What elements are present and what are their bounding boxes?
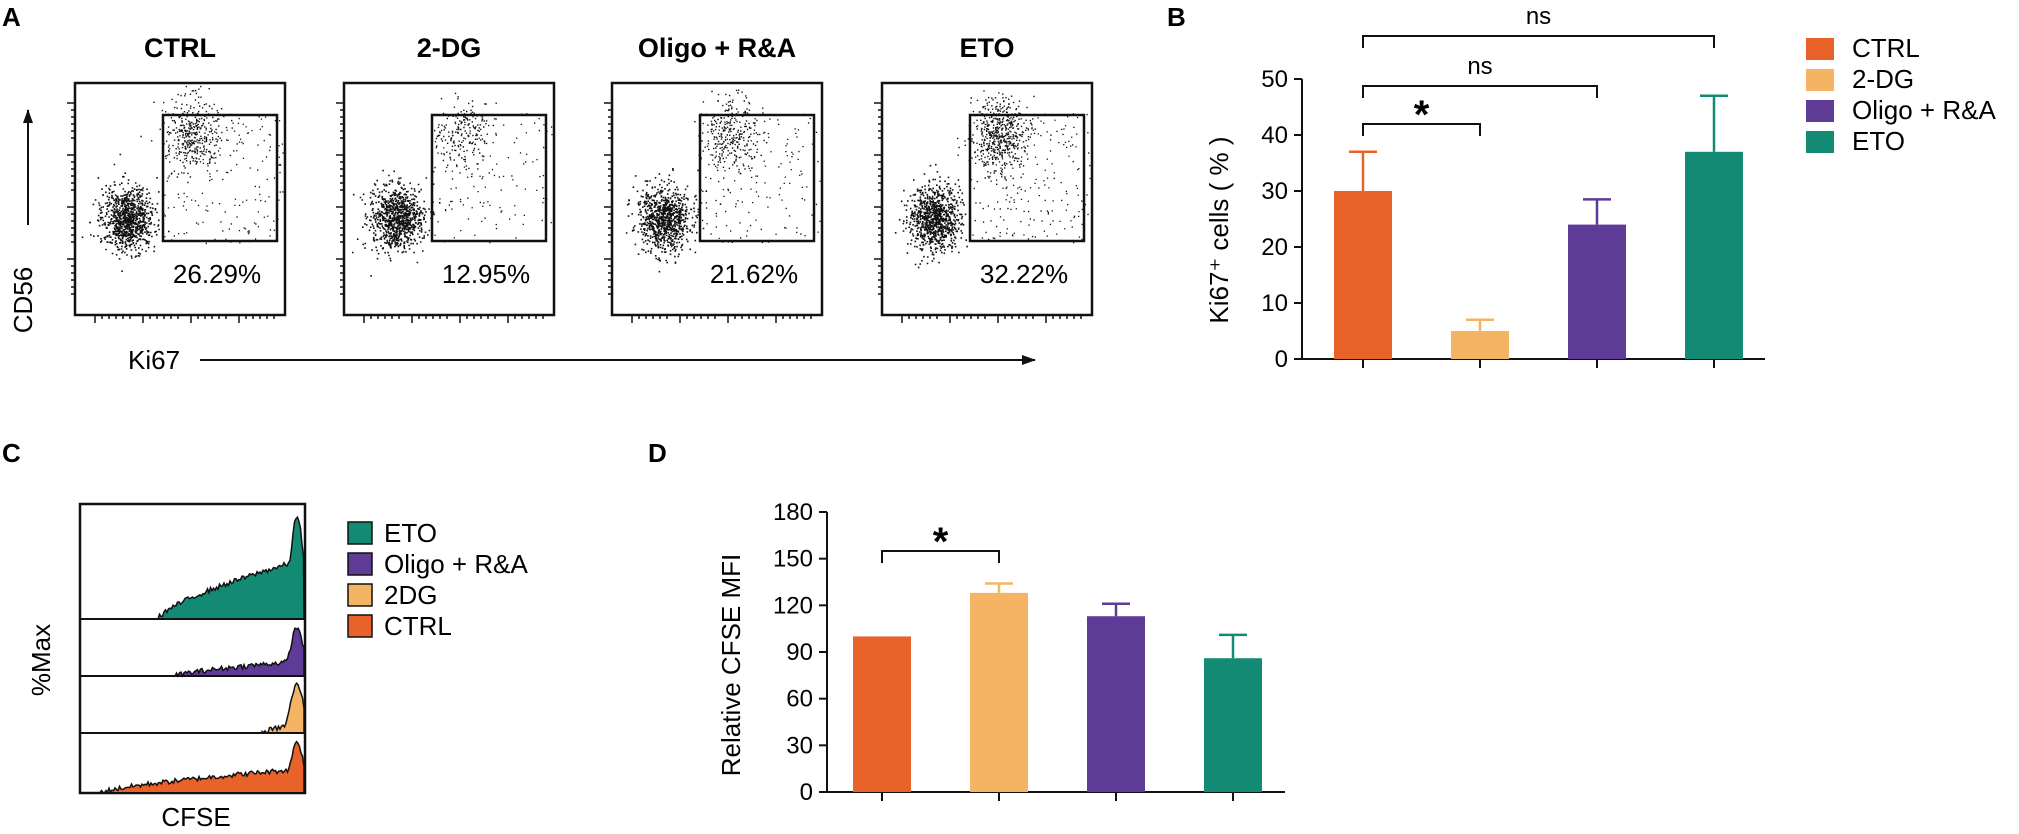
bar-ctrl — [1334, 191, 1392, 359]
y-tick-label: 20 — [1261, 234, 1288, 261]
bar-ctrl — [853, 636, 911, 792]
flow-plot-dots — [352, 92, 553, 277]
legend-swatch — [347, 614, 373, 638]
y-tick-label: 0 — [1275, 346, 1288, 373]
legend-swatch — [1806, 38, 1834, 60]
flow-plot-3: Oligo + R&A 21.62% — [604, 33, 824, 323]
panel-b-y-label: Ki67⁺ cells ( % ) — [1204, 136, 1234, 323]
significance-bracket — [1362, 85, 1598, 98]
y-tick-label: 40 — [1261, 122, 1288, 149]
flow-plot-frame — [73, 81, 287, 317]
y-tick-label: 0 — [800, 779, 813, 806]
y-tick-label: 60 — [786, 686, 813, 713]
y-tick-label: 30 — [1261, 178, 1288, 205]
flow-plot-title: Oligo + R&A — [638, 33, 796, 63]
legend-swatch — [1806, 69, 1834, 91]
flow-plot-gate-percent: 21.62% — [710, 259, 798, 289]
legend-label: ETO — [384, 518, 437, 548]
panel-label-c: C — [2, 438, 21, 468]
y-tick-label: 180 — [773, 499, 813, 526]
significance-label: * — [1414, 93, 1430, 137]
panel-label-b: B — [1167, 2, 1186, 32]
legend-label: 2DG — [384, 580, 437, 610]
y-tick-label: 10 — [1261, 290, 1288, 317]
flow-plot-gate — [968, 113, 1086, 243]
legend-swatch — [347, 521, 373, 545]
y-tick-label: 50 — [1261, 66, 1288, 93]
flow-plot-frame — [880, 81, 1094, 317]
histogram-eto — [156, 515, 305, 620]
bar-2-dg — [1451, 331, 1509, 359]
flow-plot-group: CTRL 26.29% 2-DG 12.95% Oligo + R&A 21.62% ETO… — [67, 33, 1094, 323]
panel-d-bar-chart: 0 30 60 90 120 150 180 * — [773, 499, 1285, 806]
flow-plot-ticks — [874, 102, 1082, 323]
flow-plot-4: ETO 32.22% — [874, 33, 1094, 323]
histogram-stack — [78, 502, 307, 795]
flow-plot-frame — [610, 81, 824, 317]
flow-plot-ticks — [604, 102, 812, 323]
flow-plot-ticks — [67, 102, 275, 323]
panel-a-flow-plots: CTRL 26.29% 2-DG 12.95% Oligo + R&A 21.62% ETO… — [8, 33, 1094, 375]
flow-plot-title: 2-DG — [417, 33, 482, 63]
legend-label: ETO — [1852, 126, 1905, 156]
flow-plot-gate — [161, 113, 279, 243]
cfse-axis-label: CFSE — [161, 802, 230, 832]
histogram-frame — [78, 502, 307, 795]
flow-plot-dots — [625, 89, 821, 273]
bar-2-dg — [970, 592, 1028, 792]
significance-label: ns — [1467, 53, 1492, 80]
significance-label: * — [933, 520, 949, 564]
flow-plot-1: CTRL 26.29% — [67, 33, 287, 323]
legend-swatch — [1806, 100, 1834, 122]
y-tick-label: 120 — [773, 592, 813, 619]
flow-plot-2: 2-DG 12.95% — [336, 33, 556, 323]
panel-b-bar-chart: 0 10 20 30 40 50 * ns ns — [1261, 3, 1765, 373]
y-tick-label: 150 — [773, 546, 813, 573]
cd56-axis-label: CD56 — [8, 267, 38, 333]
significance-bracket — [1362, 35, 1715, 48]
y-tick-label: 90 — [786, 639, 813, 666]
flow-plot-dots — [81, 85, 284, 273]
legend-label: CTRL — [384, 611, 452, 641]
legend-label: 2-DG — [1852, 64, 1914, 94]
significance-label: ns — [1526, 3, 1551, 30]
flow-plot-gate — [698, 113, 816, 243]
flow-plot-gate — [430, 113, 548, 243]
legend-swatch — [347, 552, 373, 576]
bar-oligo-r-a — [1568, 224, 1626, 359]
flow-plot-gate-percent: 26.29% — [173, 259, 261, 289]
flow-plot-title: CTRL — [144, 33, 216, 63]
percent-max-axis-label: %Max — [26, 624, 56, 696]
legend-label: Oligo + R&A — [384, 549, 528, 579]
significance-bracket — [881, 550, 1000, 563]
legend-label: Oligo + R&A — [1852, 95, 1996, 125]
bar-eto — [1204, 658, 1262, 792]
flow-plot-gate-percent: 12.95% — [442, 259, 530, 289]
y-tick-label: 30 — [786, 732, 813, 759]
ki67-axis-label: Ki67 — [128, 345, 180, 375]
flow-plot-frame — [342, 81, 556, 317]
legend-label: CTRL — [1852, 33, 1920, 63]
flow-plot-gate-percent: 32.22% — [980, 259, 1068, 289]
panel-label-a: A — [2, 2, 21, 32]
histogram-ctrl — [99, 740, 305, 794]
flow-plot-ticks — [336, 102, 544, 323]
bar-oligo-r-a — [1087, 616, 1145, 792]
panel-d-y-label: Relative CFSE MFI — [716, 554, 746, 777]
histogram-2dg — [261, 682, 305, 734]
significance-bracket — [1362, 123, 1481, 136]
legend-swatch — [1806, 131, 1834, 153]
histogram-oligo-r-a — [173, 627, 305, 678]
flow-plot-title: ETO — [959, 33, 1014, 63]
bar-eto — [1685, 151, 1743, 359]
panel-label-d: D — [648, 438, 667, 468]
legend-swatch — [347, 583, 373, 607]
